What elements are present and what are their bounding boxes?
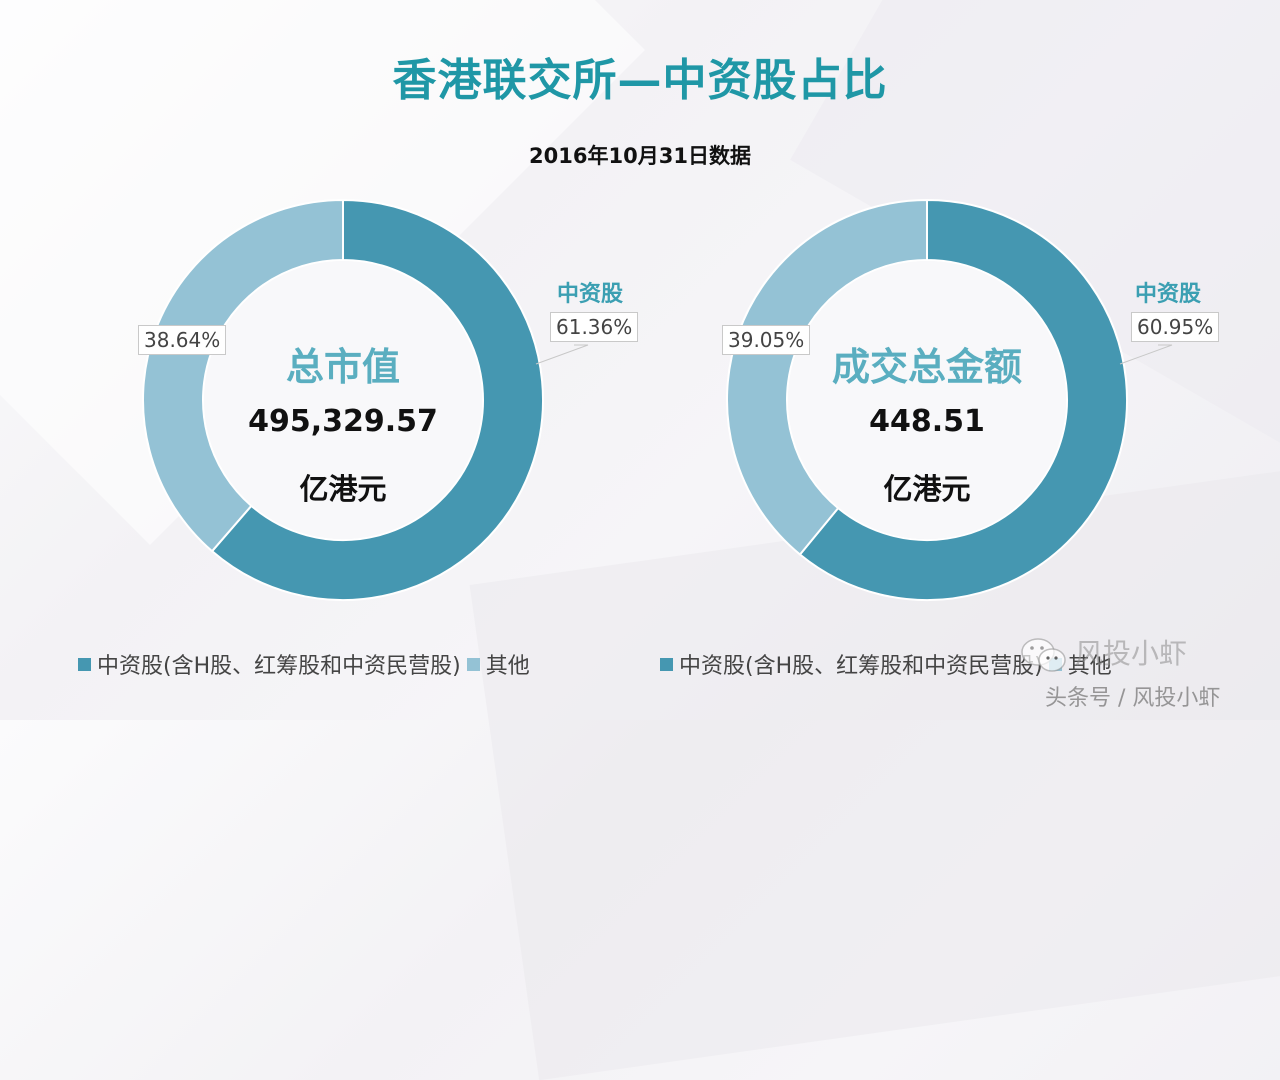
donut-segment-others[interactable] — [726, 198, 928, 556]
center-value: 495,329.57 — [248, 404, 438, 439]
leader-line — [1119, 344, 1173, 365]
chart-legend: 中资股(含H股、红筹股和中资民营股) 其他 — [660, 648, 1118, 680]
donut-segment-chinese-stocks[interactable] — [798, 198, 1128, 601]
legend-item[interactable]: 中资股(含H股、红筹股和中资民营股) — [78, 648, 461, 680]
watermark-source: 头条号 / 风投小虾 — [1045, 686, 1221, 711]
leader-line — [535, 344, 589, 365]
center-title: 总市值 — [285, 345, 400, 389]
center-title: 成交总金额 — [831, 345, 1022, 389]
donut-hole — [788, 261, 1066, 539]
legend-label: 中资股(含H股、红筹股和中资民营股) — [97, 654, 461, 679]
page-subtitle: 2016年10月31日数据 — [529, 144, 751, 168]
donut-chart-market-cap — [142, 198, 544, 601]
page-title: 香港联交所—中资股占比 — [392, 55, 888, 106]
center-value: 448.51 — [869, 404, 985, 439]
donut-hole — [204, 261, 482, 539]
legend-item[interactable]: 其他 — [466, 648, 530, 680]
legend-swatch-icon — [660, 657, 673, 671]
legend-label: 其他 — [1067, 654, 1112, 679]
wechat-logo-icon — [1021, 638, 1066, 672]
legend-label: 其他 — [485, 654, 530, 679]
secondary-pct-label: 39.05% — [722, 325, 811, 355]
secondary-pct-label: 38.64% — [138, 325, 227, 355]
category-label: 中资股 — [1135, 282, 1202, 307]
center-unit: 亿港元 — [883, 472, 971, 506]
primary-pct-label: 60.95% — [1131, 312, 1220, 342]
legend-swatch-icon — [466, 657, 480, 671]
donut-segment-others[interactable] — [142, 198, 344, 553]
category-label: 中资股 — [557, 282, 624, 307]
watermark-brand: 风投小虾 — [1075, 637, 1188, 670]
donut-segment-chinese-stocks[interactable] — [210, 198, 544, 601]
center-unit: 亿港元 — [299, 472, 387, 506]
legend-item[interactable]: 中资股(含H股、红筹股和中资民营股) — [660, 648, 1043, 680]
primary-pct-label: 61.36% — [550, 312, 639, 342]
donut-charts — [142, 198, 1173, 601]
legend-label: 中资股(含H股、红筹股和中资民营股) — [679, 654, 1043, 679]
donut-chart-turnover — [726, 198, 1128, 601]
legend-swatch-icon — [78, 657, 91, 671]
chart-legend: 中资股(含H股、红筹股和中资民营股) 其他 — [78, 648, 536, 680]
